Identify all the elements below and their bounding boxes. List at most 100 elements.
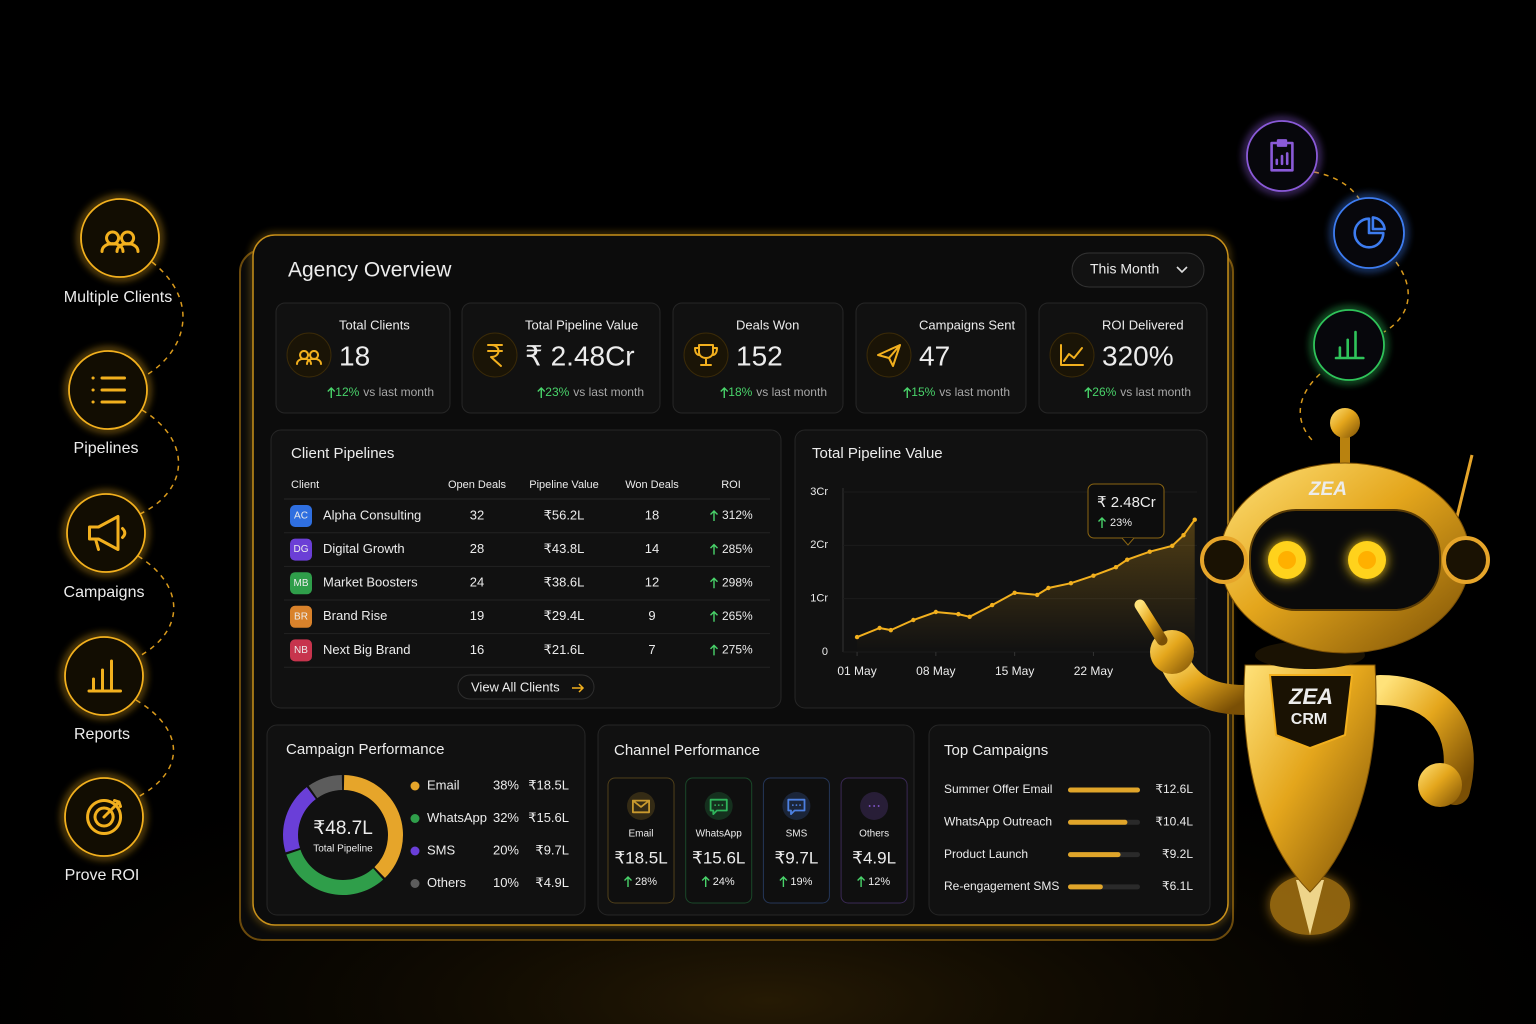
open-deals: 19 bbox=[470, 608, 484, 623]
tooltip-pointer bbox=[1121, 537, 1135, 546]
robot-antenna-side bbox=[1453, 454, 1474, 526]
icon-shape bbox=[694, 344, 718, 366]
section-title: Campaign Performance bbox=[286, 741, 444, 758]
line-point bbox=[1046, 585, 1051, 591]
robot-mascot: ZEA ZEA CRM bbox=[1134, 408, 1490, 935]
client-name: Next Big Brand bbox=[323, 642, 410, 657]
channel-name: Others bbox=[859, 829, 889, 840]
dropdown-chevron[interactable] bbox=[1176, 266, 1188, 274]
up-arrow bbox=[1084, 387, 1093, 398]
sidebar-label[interactable]: Reports bbox=[74, 726, 130, 743]
client-badge-text: BR bbox=[294, 611, 308, 622]
line-point bbox=[1012, 590, 1017, 595]
bar-value-label: ₹12.6L bbox=[1155, 782, 1193, 796]
campaign-performance-card bbox=[266, 724, 586, 916]
donut-center-value: ₹48.7L bbox=[313, 818, 373, 839]
robot-pupil bbox=[1358, 551, 1376, 569]
stat-icon-bg bbox=[683, 332, 729, 378]
stat-label: Deals Won bbox=[736, 317, 799, 332]
up-arrow bbox=[710, 510, 718, 521]
bar-value-label: ₹6.1L bbox=[1162, 879, 1193, 893]
campaign-name: Re-engagement SMS bbox=[944, 879, 1059, 893]
channel-value: ₹9.7L bbox=[774, 848, 818, 867]
sidebar-glow bbox=[62, 634, 146, 718]
legend-dot bbox=[410, 879, 420, 888]
channel-card bbox=[762, 777, 830, 904]
bar bbox=[1068, 819, 1128, 825]
table-header: Won Deals bbox=[625, 479, 679, 491]
won-deals: 7 bbox=[648, 642, 655, 657]
open-deals: 32 bbox=[470, 507, 484, 522]
client-name: Brand Rise bbox=[323, 608, 387, 623]
dropdown-box[interactable] bbox=[1071, 252, 1205, 288]
icon-shape bbox=[1334, 330, 1365, 360]
robot-ear bbox=[1200, 536, 1248, 584]
icon bbox=[87, 659, 122, 693]
link-box[interactable] bbox=[457, 674, 595, 700]
pipeline-value: ₹21.6L bbox=[544, 642, 585, 657]
stat-value: 320% bbox=[1102, 340, 1174, 371]
change-value: 15% bbox=[911, 385, 935, 399]
tooltip-box bbox=[1087, 483, 1165, 539]
won-deals: 14 bbox=[645, 541, 659, 556]
line-point bbox=[1091, 573, 1096, 578]
client-name: Alpha Consulting bbox=[323, 507, 421, 522]
up-arrow bbox=[779, 876, 788, 887]
channel-value: ₹18.5L bbox=[614, 848, 667, 867]
sidebar-button[interactable] bbox=[66, 493, 146, 573]
sidebar-glow bbox=[64, 491, 148, 575]
change-value: 18% bbox=[728, 385, 752, 399]
feature-glow bbox=[1244, 118, 1320, 194]
sidebar-label[interactable]: Campaigns bbox=[64, 584, 145, 601]
sidebar-label[interactable]: Multiple Clients bbox=[64, 289, 172, 306]
stat-change: 12% vs last month bbox=[335, 385, 434, 399]
table-header: Client bbox=[291, 479, 319, 491]
client-badge bbox=[290, 639, 312, 662]
link-arrow[interactable] bbox=[572, 683, 585, 693]
stat-card bbox=[672, 302, 844, 414]
stat-change: 18% vs last month bbox=[728, 385, 827, 399]
up-arrow bbox=[710, 644, 718, 656]
robot-finger bbox=[1134, 599, 1168, 646]
icon-shape bbox=[87, 659, 122, 693]
up-arrow bbox=[710, 543, 718, 555]
legend-amount: ₹4.9L bbox=[535, 875, 569, 890]
channel-name: Email bbox=[628, 829, 653, 840]
up-arrow bbox=[903, 387, 912, 398]
icon bbox=[1334, 330, 1365, 360]
sidebar-label[interactable]: Prove ROI bbox=[65, 867, 140, 884]
line-point bbox=[1192, 517, 1197, 522]
up-arrow bbox=[710, 577, 718, 589]
stat-card bbox=[461, 302, 661, 414]
channel-change: 12% bbox=[868, 876, 890, 888]
change-note: vs last month bbox=[939, 385, 1010, 399]
dropdown-label[interactable]: This Month bbox=[1090, 261, 1159, 277]
sidebar-label[interactable]: Pipelines bbox=[74, 440, 139, 457]
donut-segment bbox=[308, 775, 343, 799]
period-dropdown[interactable]: This Month bbox=[1071, 252, 1205, 288]
up-arrow bbox=[710, 610, 718, 622]
icon-shape bbox=[487, 344, 503, 367]
table-header: Open Deals bbox=[448, 479, 507, 491]
client-badge-text: AC bbox=[294, 511, 308, 522]
icon bbox=[694, 344, 718, 366]
campaign-name: WhatsApp Outreach bbox=[944, 814, 1052, 828]
bar bbox=[1068, 787, 1140, 793]
channel-value: ₹4.9L bbox=[852, 848, 896, 867]
legend-amount: ₹18.5L bbox=[528, 777, 569, 792]
line-point bbox=[854, 634, 860, 640]
open-deals: 24 bbox=[470, 575, 484, 590]
icon bbox=[487, 344, 503, 367]
stat-change: 23% vs last month bbox=[545, 385, 644, 399]
robot-antenna-stem bbox=[1340, 432, 1350, 472]
thruster-flame bbox=[1296, 880, 1324, 935]
section-title: Total Pipeline Value bbox=[812, 445, 943, 462]
legend-label: Others bbox=[427, 875, 467, 890]
client-name: Digital Growth bbox=[323, 541, 405, 556]
client-pipelines-card bbox=[270, 429, 782, 709]
view-all-link[interactable]: View All Clients bbox=[457, 674, 595, 700]
bar bbox=[1068, 884, 1103, 890]
bar-value-label: ₹10.4L bbox=[1155, 814, 1193, 828]
link-label[interactable]: View All Clients bbox=[471, 679, 560, 694]
